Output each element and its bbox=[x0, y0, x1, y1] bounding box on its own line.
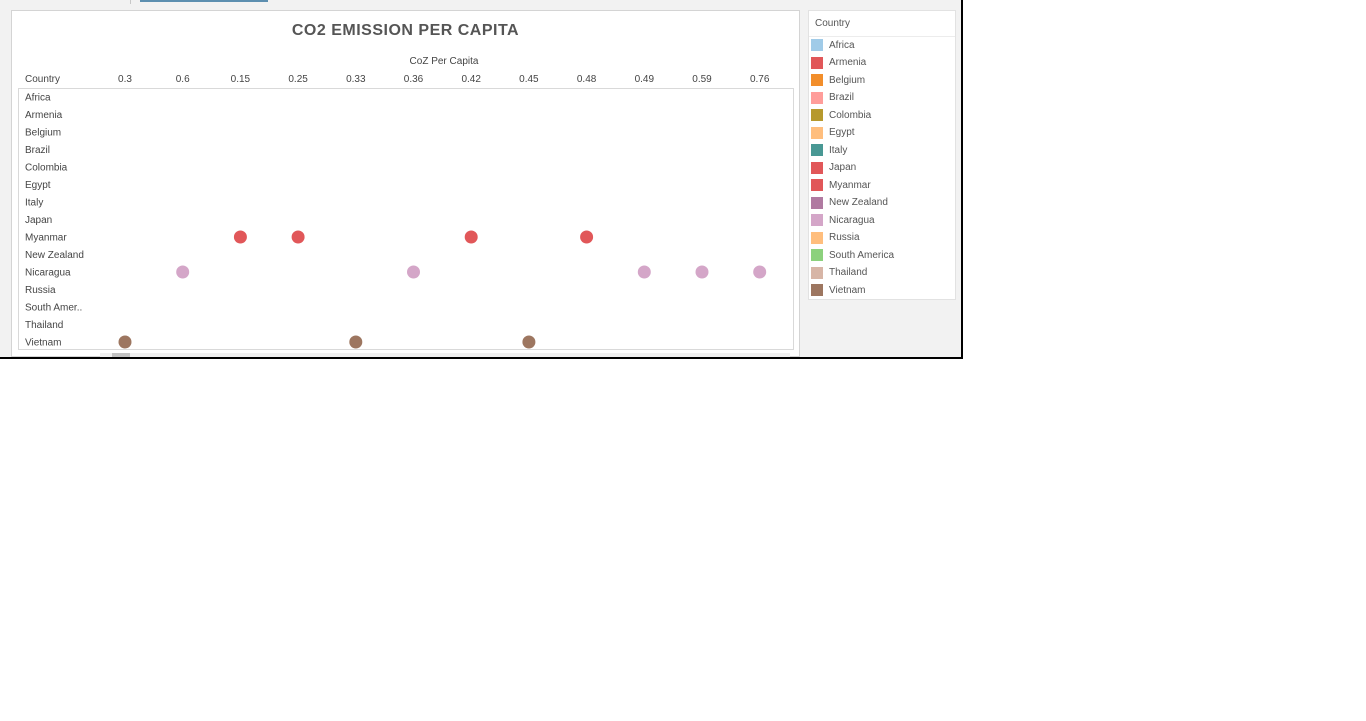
legend-label: Russia bbox=[829, 232, 860, 243]
legend-item[interactable]: Brazil bbox=[811, 91, 854, 105]
data-point[interactable] bbox=[349, 335, 363, 349]
row-label: Egypt bbox=[25, 180, 51, 191]
row-label: Italy bbox=[25, 198, 43, 209]
legend-swatch bbox=[811, 231, 823, 244]
row-label: Myanmar bbox=[25, 233, 67, 244]
legend-item[interactable]: Thailand bbox=[811, 266, 867, 280]
data-point[interactable] bbox=[695, 265, 709, 279]
x-tick-label: 0.48 bbox=[577, 74, 597, 85]
row-label: Belgium bbox=[25, 128, 61, 139]
data-point[interactable] bbox=[118, 335, 132, 349]
x-tick-label: 0.33 bbox=[346, 74, 366, 85]
legend-swatch bbox=[811, 214, 823, 226]
x-tick-label: 0.25 bbox=[288, 74, 308, 85]
row-header-country: Country bbox=[25, 74, 61, 85]
legend-item[interactable]: South America bbox=[811, 248, 894, 262]
data-point[interactable] bbox=[580, 230, 594, 244]
data-point[interactable] bbox=[522, 335, 536, 349]
data-point[interactable] bbox=[637, 265, 651, 279]
legend-item[interactable]: Armenia bbox=[811, 56, 866, 70]
row-label: South Amer.. bbox=[25, 303, 82, 314]
legend-title: Country bbox=[815, 18, 851, 29]
legend-item[interactable]: Africa bbox=[811, 38, 855, 52]
x-tick-label: 0.36 bbox=[404, 74, 424, 85]
data-point[interactable] bbox=[233, 230, 247, 244]
legend-item[interactable]: Egypt bbox=[811, 126, 855, 140]
scrollbar-thumb[interactable] bbox=[112, 353, 130, 357]
legend-label: Armenia bbox=[829, 57, 867, 68]
data-point[interactable] bbox=[407, 265, 420, 279]
row-label: Brazil bbox=[25, 145, 50, 156]
data-point[interactable] bbox=[753, 265, 767, 279]
legend-divider bbox=[809, 36, 955, 37]
x-tick-label: 0.42 bbox=[461, 74, 481, 85]
legend-label: Italy bbox=[829, 144, 848, 156]
row-label: Colombia bbox=[25, 163, 68, 174]
legend-swatch bbox=[811, 196, 823, 209]
legend-panel bbox=[808, 10, 956, 300]
legend-label: South America bbox=[829, 249, 895, 261]
legend-label: Belgium bbox=[829, 74, 866, 86]
x-tick-label: 0.49 bbox=[635, 74, 655, 85]
legend-label: Japan bbox=[829, 162, 857, 173]
legend-swatch bbox=[811, 144, 823, 156]
legend-swatch bbox=[811, 284, 823, 296]
data-point[interactable] bbox=[176, 265, 190, 279]
legend-item[interactable]: Belgium bbox=[811, 73, 865, 87]
data-point[interactable] bbox=[291, 230, 305, 244]
chart-svg: 0.3 0.6 0.15 0.25 0.33 0.36 0.42 0.45 0.48 0.49 0.… bbox=[25, 74, 770, 349]
legend-swatch bbox=[811, 39, 823, 51]
legend-item[interactable]: Vietnam bbox=[811, 283, 866, 297]
x-axis-title: CoZ Per Capita bbox=[409, 56, 479, 67]
legend-label: Africa bbox=[829, 39, 855, 51]
legend-item[interactable]: Russia bbox=[811, 231, 860, 245]
dashboard-frame: CO2 EMISSION PER CAPITA CoZ Per Capita C… bbox=[0, 0, 963, 359]
row-label: Russia bbox=[25, 285, 56, 296]
legend-item[interactable]: Colombia bbox=[811, 108, 871, 122]
row-label: Vietnam bbox=[25, 338, 62, 349]
legend-item[interactable]: Italy bbox=[811, 143, 847, 157]
legend-swatch bbox=[811, 56, 823, 69]
x-tick-label: 0.3 bbox=[118, 74, 132, 85]
row-label: New Zealand bbox=[25, 250, 84, 261]
legend-label: Thailand bbox=[829, 267, 868, 278]
legend-swatch bbox=[811, 249, 823, 261]
legend-label: Egypt bbox=[829, 127, 855, 138]
chart-panel bbox=[11, 10, 800, 357]
legend-label: Brazil bbox=[829, 92, 855, 103]
legend-swatch bbox=[811, 91, 823, 104]
legend-swatch bbox=[811, 266, 823, 279]
legend-item[interactable]: New Zealand bbox=[811, 196, 888, 210]
horizontal-scrollbar[interactable] bbox=[100, 353, 790, 357]
row-label: Armenia bbox=[25, 110, 63, 121]
x-tick-label: 0.45 bbox=[519, 74, 539, 85]
row-label: Africa bbox=[25, 93, 51, 104]
x-tick-label: 0.76 bbox=[750, 74, 770, 85]
legend-item[interactable]: Myanmar bbox=[811, 178, 871, 192]
legend-swatch bbox=[811, 74, 823, 86]
x-tick-label: 0.6 bbox=[176, 74, 190, 85]
x-tick-label: 0.15 bbox=[231, 74, 251, 85]
active-tab-indicator bbox=[140, 0, 268, 2]
legend-item[interactable]: Nicaragua bbox=[811, 213, 875, 227]
tab-separator bbox=[130, 0, 131, 4]
legend-item[interactable]: Japan bbox=[811, 161, 856, 175]
row-label: Nicaragua bbox=[25, 268, 71, 279]
legend-label: Vietnam bbox=[829, 284, 866, 296]
legend-label: Colombia bbox=[829, 109, 872, 121]
legend-swatch bbox=[811, 109, 823, 121]
row-label: Thailand bbox=[25, 320, 63, 331]
legend-label: Myanmar bbox=[829, 179, 871, 191]
legend-swatch bbox=[811, 161, 823, 174]
data-point[interactable] bbox=[464, 230, 478, 244]
legend-label: New Zealand bbox=[829, 197, 888, 208]
x-tick-label: 0.59 bbox=[692, 74, 712, 85]
legend-swatch bbox=[811, 126, 823, 139]
legend-label: Nicaragua bbox=[829, 214, 875, 226]
legend-swatch bbox=[811, 179, 823, 191]
row-label: Japan bbox=[25, 215, 52, 226]
chart-title: CO2 EMISSION PER CAPITA bbox=[291, 22, 520, 39]
